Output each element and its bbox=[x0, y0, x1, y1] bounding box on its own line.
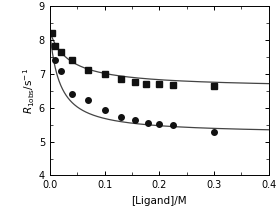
Y-axis label: $R_{1\mathrm{obs}}$/s$^{-1}$: $R_{1\mathrm{obs}}$/s$^{-1}$ bbox=[22, 68, 37, 114]
X-axis label: [Ligand]/M: [Ligand]/M bbox=[132, 196, 187, 206]
